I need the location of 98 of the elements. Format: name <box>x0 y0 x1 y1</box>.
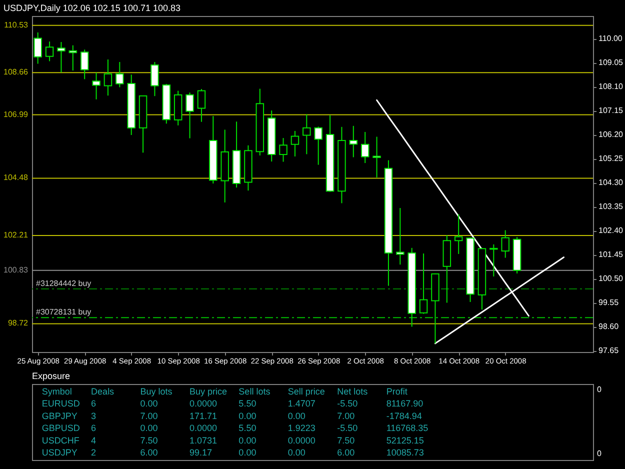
text: 116768.35 <box>386 423 428 434</box>
y-tick-label: 102.40 <box>598 226 624 236</box>
candlestick <box>349 125 358 158</box>
y-tick-label: 109.05 <box>598 58 624 68</box>
text: 1.0731 <box>189 435 218 446</box>
candlestick <box>454 214 463 254</box>
candlestick <box>186 92 194 139</box>
y-tick-label: 97.65 <box>598 346 620 356</box>
text: 5.50 <box>238 423 256 434</box>
text: 0 <box>597 449 602 458</box>
text: 6 <box>91 398 96 409</box>
text: 0.00 <box>288 410 306 421</box>
candlestick <box>197 88 206 122</box>
category-label: Profit <box>386 386 408 396</box>
text: 6 <box>91 423 96 434</box>
y-tick-label: 108.10 <box>598 82 624 92</box>
candlestick <box>372 136 381 178</box>
y-tick-label: 104.30 <box>598 178 624 188</box>
text: 0.00 <box>238 435 256 446</box>
candlestick <box>360 131 370 164</box>
candlestick <box>290 130 300 157</box>
text: 0.00 <box>238 448 256 458</box>
candlestick <box>501 230 510 258</box>
text: 0.0000 <box>189 423 218 434</box>
candlestick <box>92 72 100 100</box>
text: 6.00 <box>337 448 355 458</box>
text: GBPJPY <box>42 410 78 421</box>
text: 7.50 <box>337 435 355 446</box>
text: 3 <box>91 410 96 421</box>
candlestick <box>68 44 78 72</box>
category-label: Buy price <box>189 386 228 396</box>
candlestick <box>490 244 498 277</box>
text: -5.50 <box>337 398 358 409</box>
ref-line-label: 108.66 <box>4 68 29 77</box>
candlestick <box>396 208 404 266</box>
text: GBPUSD <box>42 423 80 434</box>
candlestick <box>34 32 42 64</box>
text: 81167.90 <box>386 398 424 409</box>
text: 1.4707 <box>288 398 316 409</box>
category-label: Net lots <box>337 386 368 396</box>
text: 0.00 <box>288 448 306 458</box>
text: 0.00 <box>238 410 256 421</box>
text: 0 <box>597 385 602 394</box>
candlestick <box>80 49 89 80</box>
y-tick-label: 106.20 <box>598 130 624 140</box>
text: 0.00 <box>140 423 158 434</box>
ref-line-label: 102.21 <box>4 230 29 240</box>
candlestick <box>150 61 159 97</box>
text: 4 <box>91 435 96 446</box>
category-label: Deals <box>91 386 115 396</box>
ref-line-label: 110.53 <box>4 20 29 30</box>
text: 0.0000 <box>189 398 218 409</box>
candlestick <box>57 42 66 73</box>
y-tick-label: 99.55 <box>598 298 620 308</box>
ref-line-label: 100.83 <box>4 265 29 274</box>
text: -1784.94 <box>386 410 422 421</box>
text: 52125.15 <box>386 435 424 446</box>
candlestick <box>419 252 428 314</box>
text: 0.0000 <box>288 435 316 446</box>
category-label: Buy lots <box>140 386 173 396</box>
text: -5.50 <box>337 423 358 434</box>
y-tick-label: 100.50 <box>598 274 624 284</box>
y-tick-label: 110.00 <box>598 34 623 44</box>
y-tick-label: 101.45 <box>598 250 624 260</box>
text: 99.17 <box>189 448 212 458</box>
annotation: #31284442 buy <box>36 278 92 288</box>
text: 10085.73 <box>386 448 424 458</box>
text: 7.00 <box>140 410 158 421</box>
chart-title: USDJPY,Daily 102.06 102.15 100.71 100.83 <box>4 3 180 13</box>
text: 0.00 <box>140 398 158 409</box>
category-label: Sell lots <box>238 386 271 396</box>
text: 7.50 <box>140 435 158 446</box>
y-tick-label: 105.25 <box>598 154 624 164</box>
text: Exposure <box>32 371 70 381</box>
ref-line-label: 98.72 <box>8 318 29 328</box>
candlestick <box>279 138 288 162</box>
category-label: Symbol <box>42 386 72 396</box>
ref-line-label: 104.48 <box>4 173 29 182</box>
text: EURUSD <box>42 398 80 409</box>
category-label: Sell price <box>288 386 325 396</box>
y-tick-label: 107.15 <box>598 106 624 116</box>
text: USDCHF <box>42 435 80 446</box>
text: 2 <box>91 448 96 458</box>
text: 7.00 <box>337 410 355 421</box>
candlestick <box>314 126 322 166</box>
candlestick <box>116 61 124 88</box>
candlestick <box>302 114 311 155</box>
text: USDJPY <box>42 448 78 458</box>
text: 5.50 <box>238 398 256 409</box>
y-tick-label: 103.35 <box>598 202 624 212</box>
candlestick <box>104 58 112 96</box>
candlestick <box>45 41 54 62</box>
annotation: #30728131 buy <box>36 308 92 317</box>
text: 1.9223 <box>288 423 316 434</box>
ref-line-label: 106.99 <box>4 110 29 119</box>
text: 171.71 <box>189 410 218 421</box>
text: 6.00 <box>140 448 158 458</box>
y-tick-label: 98.60 <box>598 322 620 332</box>
